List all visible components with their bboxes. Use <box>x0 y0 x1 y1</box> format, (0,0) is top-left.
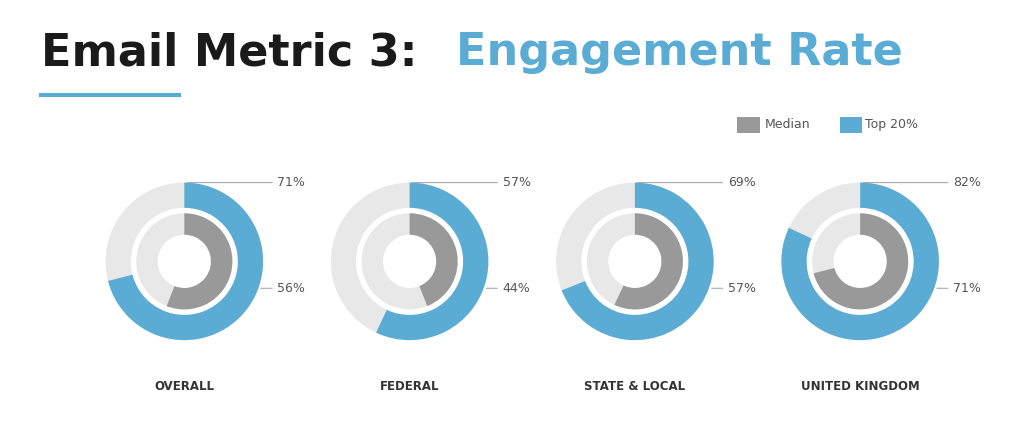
Wedge shape <box>136 214 232 309</box>
Text: 44%: 44% <box>503 282 530 295</box>
Wedge shape <box>376 183 488 340</box>
Wedge shape <box>331 183 488 340</box>
Text: 57%: 57% <box>728 282 756 295</box>
Wedge shape <box>361 214 458 309</box>
Text: Email Metric 3:: Email Metric 3: <box>41 31 433 74</box>
Text: UNITED KINGDOM: UNITED KINGDOM <box>801 380 920 392</box>
Text: Engagement Rate: Engagement Rate <box>456 31 902 74</box>
Wedge shape <box>781 183 939 340</box>
Text: 71%: 71% <box>278 176 305 189</box>
Text: OVERALL: OVERALL <box>155 380 214 392</box>
Wedge shape <box>167 214 232 309</box>
Wedge shape <box>587 214 683 309</box>
Text: 71%: 71% <box>953 282 981 295</box>
Wedge shape <box>812 214 908 309</box>
Wedge shape <box>781 183 939 340</box>
Text: Top 20%: Top 20% <box>865 117 919 131</box>
Wedge shape <box>561 183 714 340</box>
Text: STATE & LOCAL: STATE & LOCAL <box>585 380 685 392</box>
Text: 69%: 69% <box>728 176 756 189</box>
Text: 56%: 56% <box>278 282 305 295</box>
Text: FEDERAL: FEDERAL <box>380 380 439 392</box>
Text: 82%: 82% <box>953 176 981 189</box>
Text: Median: Median <box>765 117 811 131</box>
Wedge shape <box>410 214 458 306</box>
Wedge shape <box>105 183 263 340</box>
Text: 57%: 57% <box>503 176 530 189</box>
Wedge shape <box>614 214 683 309</box>
Wedge shape <box>556 183 714 340</box>
Wedge shape <box>108 183 263 340</box>
Wedge shape <box>814 214 908 309</box>
